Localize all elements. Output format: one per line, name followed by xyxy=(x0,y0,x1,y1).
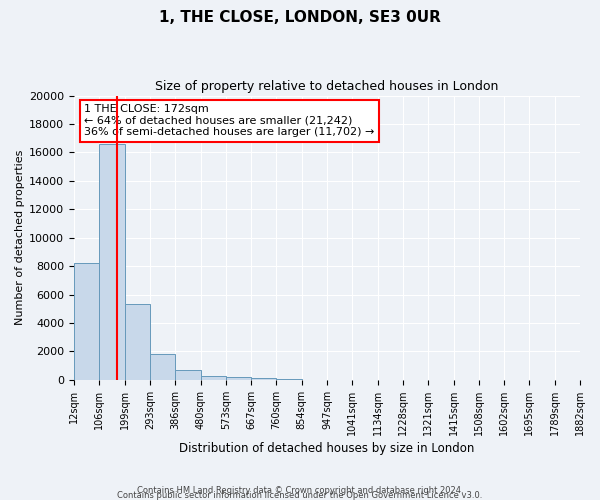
Bar xyxy=(175,370,200,380)
Bar xyxy=(100,144,125,380)
Text: 1, THE CLOSE, LONDON, SE3 0UR: 1, THE CLOSE, LONDON, SE3 0UR xyxy=(159,10,441,25)
Text: 1 THE CLOSE: 172sqm
← 64% of detached houses are smaller (21,242)
36% of semi-de: 1 THE CLOSE: 172sqm ← 64% of detached ho… xyxy=(84,104,374,138)
Title: Size of property relative to detached houses in London: Size of property relative to detached ho… xyxy=(155,80,499,93)
X-axis label: Distribution of detached houses by size in London: Distribution of detached houses by size … xyxy=(179,442,475,455)
Bar xyxy=(226,377,251,380)
Bar xyxy=(150,354,175,380)
Bar xyxy=(277,379,302,380)
Bar xyxy=(125,304,150,380)
Bar xyxy=(251,378,277,380)
Text: Contains HM Land Registry data © Crown copyright and database right 2024.: Contains HM Land Registry data © Crown c… xyxy=(137,486,463,495)
Y-axis label: Number of detached properties: Number of detached properties xyxy=(15,150,25,326)
Text: Contains public sector information licensed under the Open Government Licence v3: Contains public sector information licen… xyxy=(118,491,482,500)
Bar xyxy=(74,264,100,380)
Bar xyxy=(200,376,226,380)
